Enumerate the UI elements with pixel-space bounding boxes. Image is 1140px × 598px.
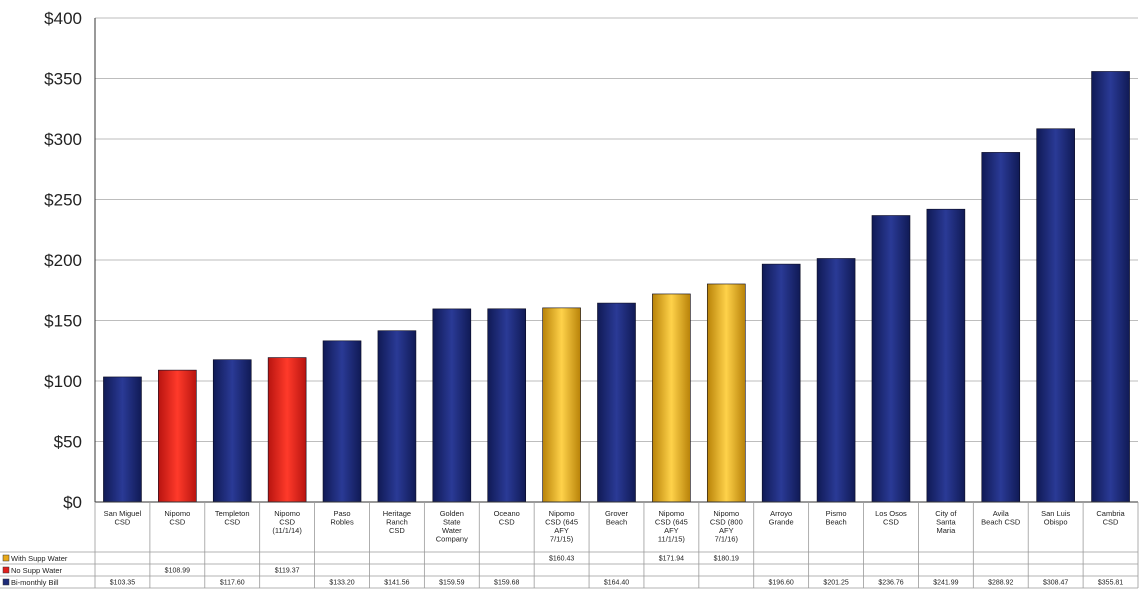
x-category-label: San Luis Obispo (1041, 509, 1070, 527)
x-category-label: Avila Beach CSD (981, 509, 1021, 527)
axes (94, 18, 1138, 503)
bar (542, 307, 581, 503)
legend-label: With Supp Water (11, 554, 68, 563)
table-value: $103.35 (110, 580, 135, 587)
legend-swatch (2, 578, 10, 586)
table-value: $171.94 (659, 556, 684, 563)
legend-label: Bi-monthly Bill (11, 578, 59, 587)
y-tick-label: $0 (63, 493, 82, 512)
y-axis-tick-labels: $0 $50 $100 $150 $200 $250 $300 $350 $400 (44, 9, 82, 512)
table-value: $196.60 (769, 580, 794, 587)
legend-label: No Supp Water (11, 566, 62, 575)
x-category-label: Los Osos CSD (875, 509, 907, 527)
table-value: $308.47 (1043, 580, 1068, 587)
bar (652, 293, 691, 503)
bar (1036, 128, 1075, 503)
legend-swatch (2, 554, 10, 562)
y-tick-label: $400 (44, 9, 82, 28)
bar (322, 340, 362, 503)
table-value: $355.81 (1098, 580, 1123, 587)
bar (597, 302, 636, 503)
data-table: San Miguel CSD Nipomo CSD Templeton CSD Nipomo… (0, 502, 1139, 589)
bar (267, 357, 307, 503)
table-value: $160.43 (549, 556, 574, 563)
x-category-label: Cambria CSD (1096, 509, 1125, 527)
x-category-label: Heritage Ranch CSD (383, 509, 411, 535)
table-value: $164.40 (604, 580, 629, 587)
bars (103, 71, 1130, 503)
table-value: $180.19 (714, 556, 739, 563)
table-value: $159.68 (494, 580, 519, 587)
x-category-label: Nipomo CSD (645 AFY 7/1/15) (545, 509, 578, 544)
bar (761, 263, 801, 503)
x-category-label: Nipomo CSD (645 AFY 11/1/15) (655, 509, 688, 544)
table-value: $119.37 (275, 568, 300, 575)
table-value: $159.59 (439, 580, 464, 587)
x-category-label: Golden State Water Company (436, 509, 468, 544)
bar (816, 258, 856, 503)
table-value: $201.25 (823, 580, 848, 587)
bar (158, 369, 197, 503)
bar (706, 283, 746, 503)
bar (926, 208, 966, 503)
bar (212, 359, 252, 503)
y-tick-label: $100 (44, 372, 82, 391)
x-category-label: Oceano CSD (494, 509, 520, 527)
table-value: $133.20 (329, 580, 354, 587)
x-category-label: Templeton CSD (215, 509, 250, 527)
table-value: $108.99 (165, 568, 190, 575)
x-category-label: Nipomo CSD (800 AFY 7/1/16) (710, 509, 743, 544)
x-category-label: Nipomo CSD (11/1/14) (272, 509, 302, 535)
y-tick-label: $150 (44, 312, 82, 331)
x-category-label: Arroyo Grande (769, 509, 794, 527)
y-tick-label: $200 (44, 251, 82, 270)
bar (1091, 71, 1130, 503)
x-category-label: Pismo Beach (825, 509, 846, 527)
y-tick-label: $50 (54, 433, 82, 452)
table-value: $288.92 (988, 580, 1013, 587)
table-value: $141.56 (384, 580, 409, 587)
y-tick-label: $300 (44, 130, 82, 149)
bar (103, 376, 142, 503)
bar (377, 330, 417, 503)
bar (871, 215, 911, 503)
table-value: $241.99 (933, 580, 958, 587)
x-category-label: San Miguel CSD (104, 509, 142, 527)
table-value: $117.60 (220, 580, 245, 587)
bar (432, 308, 472, 503)
legend-swatch (2, 566, 10, 574)
x-category-label: Nipomo CSD (164, 509, 190, 527)
x-category-label: City of Santa Maria (935, 509, 957, 535)
table-value: $236.76 (878, 580, 903, 587)
y-tick-label: $250 (44, 191, 82, 210)
x-category-label: Grover Beach (605, 509, 628, 527)
y-tick-label: $350 (44, 70, 82, 89)
x-category-label: Paso Robles (330, 509, 354, 527)
bar (487, 308, 527, 503)
bar (981, 152, 1021, 503)
